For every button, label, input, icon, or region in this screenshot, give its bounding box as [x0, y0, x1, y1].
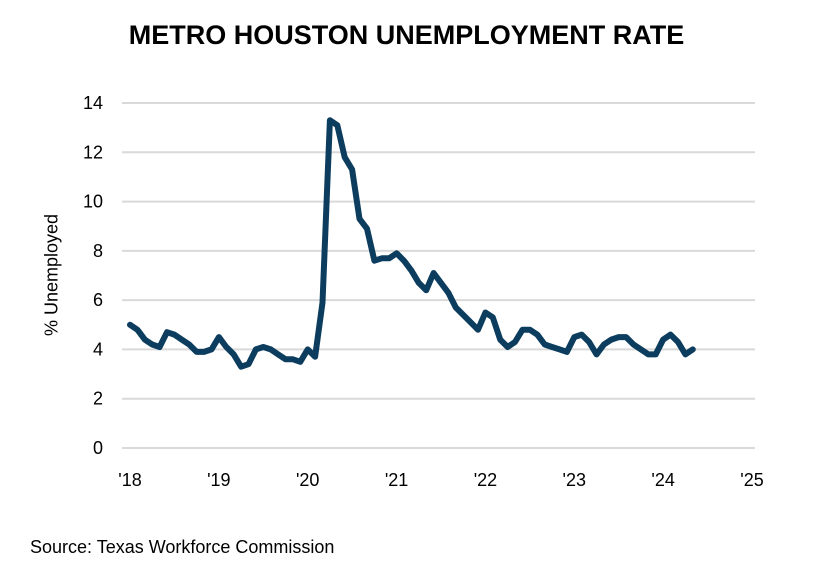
y-tick-label: 14	[83, 93, 103, 113]
x-tick-label: '24	[651, 470, 674, 490]
y-tick-label: 8	[93, 241, 103, 261]
x-tick-label: '18	[118, 470, 141, 490]
x-tick-label: '19	[207, 470, 230, 490]
x-tick-label: '23	[563, 470, 586, 490]
y-tick-label: 0	[93, 438, 103, 458]
x-tick-label: '25	[740, 470, 763, 490]
y-tick-label: 4	[93, 339, 103, 359]
unemployment-line	[127, 117, 696, 370]
y-tick-label: 10	[83, 192, 103, 212]
y-tick-label: 2	[93, 389, 103, 409]
chart-title: METRO HOUSTON UNEMPLOYMENT RATE	[128, 20, 685, 50]
y-tick-label: 12	[83, 142, 103, 162]
y-tick-label: 6	[93, 290, 103, 310]
x-tick-label: '20	[296, 470, 319, 490]
source-note: Source: Texas Workforce Commission	[30, 537, 335, 557]
x-tick-label: '21	[385, 470, 408, 490]
x-tick-label: '22	[474, 470, 497, 490]
